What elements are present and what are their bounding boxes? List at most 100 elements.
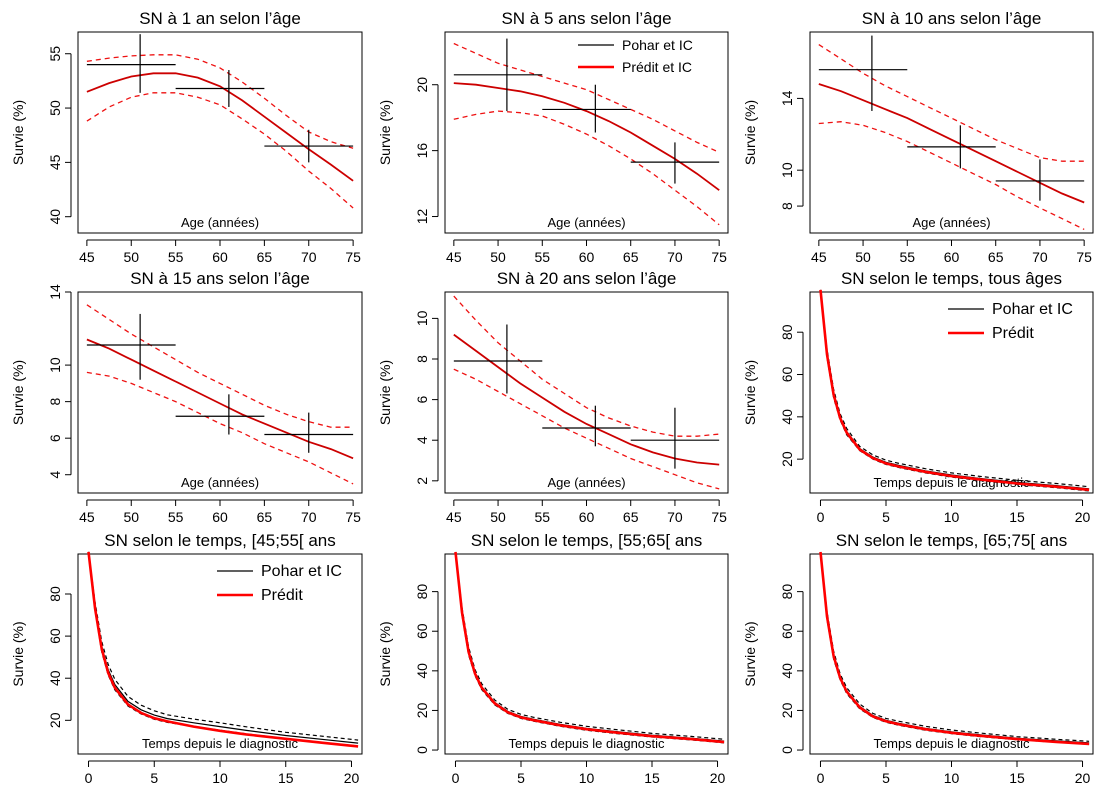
- predicted-ci-lower: [453, 110, 720, 226]
- legend-label-predicted: Prédit et IC: [622, 59, 692, 75]
- y-tick-label: 40: [779, 663, 795, 679]
- x-tick-label: 50: [490, 509, 506, 525]
- y-axis-label: Survie (%): [10, 360, 26, 425]
- y-tick-label: 40: [414, 663, 430, 679]
- y-tick-label: 20: [47, 712, 63, 728]
- x-tick-label: 20: [344, 770, 360, 786]
- legend-label-predicted: Prédit: [992, 325, 1034, 342]
- plot-frame: [809, 291, 1094, 494]
- legend: Pohar et IC Prédit: [948, 301, 1073, 342]
- x-tick-label: 70: [301, 509, 317, 525]
- y-tick-label: 14: [47, 284, 63, 300]
- x-tick-label: 70: [1032, 249, 1048, 265]
- observed-point: [907, 125, 996, 169]
- legend: Pohar et IC Prédit et IC: [578, 37, 693, 75]
- y-axis-label: Survie (%): [742, 360, 758, 425]
- predicted-ci-upper: [818, 44, 1085, 162]
- x-tick-label: 5: [517, 770, 525, 786]
- x-tick-label: 55: [168, 509, 184, 525]
- x-tick-label: 55: [534, 249, 550, 265]
- y-tick-label: 20: [414, 77, 430, 93]
- predicted-curve: [87, 551, 359, 748]
- x-tick-label: 0: [452, 770, 460, 786]
- predicted-ci-lower: [86, 92, 354, 209]
- observed-ci-lower: [454, 551, 725, 744]
- panel-title: SN selon le temps, [45;55[ ans: [104, 531, 336, 550]
- x-tick-label: 60: [579, 249, 595, 265]
- y-tick-label: 8: [414, 355, 430, 363]
- y-tick-label: 80: [414, 584, 430, 600]
- y-axis-label: Survie (%): [10, 100, 26, 165]
- legend-label-observed: Pohar et IC: [261, 563, 342, 580]
- observed-ci-lower: [87, 551, 359, 747]
- x-tick-label: 45: [446, 509, 462, 525]
- y-tick-label: 0: [779, 746, 795, 754]
- observed-ci-lower: [819, 289, 1090, 492]
- x-tick-label: 15: [1009, 770, 1025, 786]
- observed-curve: [87, 551, 359, 744]
- x-axis-label: Age (années): [912, 215, 990, 230]
- x-tick-label: 45: [446, 249, 462, 265]
- x-tick-label: 10: [212, 770, 228, 786]
- x-tick-label: 45: [79, 509, 95, 525]
- panel-title: SN à 20 ans selon l’âge: [497, 269, 677, 288]
- x-tick-label: 45: [811, 249, 827, 265]
- predicted-curve: [86, 72, 354, 182]
- x-tick-label: 70: [301, 249, 317, 265]
- y-tick-label: 80: [779, 324, 795, 340]
- x-tick-label: 20: [710, 770, 726, 786]
- x-tick-label: 5: [150, 770, 158, 786]
- x-tick-label: 15: [278, 770, 294, 786]
- x-tick-label: 10: [579, 770, 595, 786]
- plot-frame: [809, 31, 1094, 234]
- y-tick-label: 40: [47, 670, 63, 686]
- x-tick-label: 10: [944, 509, 960, 525]
- observed-curve: [819, 289, 1090, 490]
- y-tick-label: 10: [414, 310, 430, 326]
- x-tick-label: 60: [944, 249, 960, 265]
- panel-title: SN à 1 an selon l’âge: [139, 9, 301, 28]
- y-tick-label: 80: [47, 586, 63, 602]
- x-tick-label: 75: [345, 249, 361, 265]
- panel-title: SN à 5 ans selon l’âge: [501, 9, 671, 28]
- y-tick-label: 10: [47, 357, 63, 373]
- y-tick-label: 80: [779, 584, 795, 600]
- observed-point: [86, 313, 176, 380]
- x-tick-label: 60: [212, 249, 228, 265]
- panel-7: SN selon le temps, [45;55[ ans Survie (%)…: [10, 531, 363, 786]
- panel-title: SN selon le temps, [55;65[ ans: [471, 531, 703, 550]
- observed-curve: [454, 551, 725, 742]
- x-tick-label: 65: [988, 249, 1004, 265]
- panel-title: SN à 10 ans selon l’âge: [862, 9, 1042, 28]
- predicted-ci-lower: [86, 371, 354, 485]
- x-tick-label: 50: [123, 509, 139, 525]
- observed-point: [995, 159, 1085, 201]
- x-tick-label: 0: [817, 509, 825, 525]
- x-tick-label: 70: [667, 509, 683, 525]
- y-tick-label: 4: [47, 471, 63, 479]
- plot-frame: [77, 31, 363, 234]
- observed-curve: [819, 551, 1090, 744]
- panel-title: SN selon le temps, tous âges: [841, 269, 1062, 288]
- x-tick-label: 75: [1076, 249, 1092, 265]
- observed-point: [542, 405, 631, 447]
- x-tick-label: 50: [855, 249, 871, 265]
- y-tick-label: 2: [414, 477, 430, 485]
- x-axis-label: Age (années): [181, 475, 259, 490]
- legend-label-observed: Pohar et IC: [622, 37, 693, 53]
- panel-3: SN à 10 ans selon l’âge Survie (%) 45 50 55 6…: [742, 9, 1094, 265]
- observed-point: [175, 70, 265, 107]
- observed-point: [630, 407, 720, 469]
- x-tick-label: 60: [579, 509, 595, 525]
- x-tick-label: 50: [490, 249, 506, 265]
- y-tick-label: 14: [779, 90, 795, 106]
- panel-5: SN à 20 ans selon l’âge Survie (%) 45 50 55 6…: [377, 269, 729, 525]
- y-tick-label: 40: [779, 409, 795, 425]
- x-tick-label: 20: [1075, 509, 1091, 525]
- x-tick-label: 0: [817, 770, 825, 786]
- panel-9: SN selon le temps, [65;75[ ans Survie (%)…: [742, 531, 1094, 786]
- x-tick-label: 75: [345, 509, 361, 525]
- observed-ci-upper: [819, 289, 1090, 488]
- predicted-ci-upper: [86, 54, 354, 149]
- predicted-ci-lower: [818, 121, 1085, 230]
